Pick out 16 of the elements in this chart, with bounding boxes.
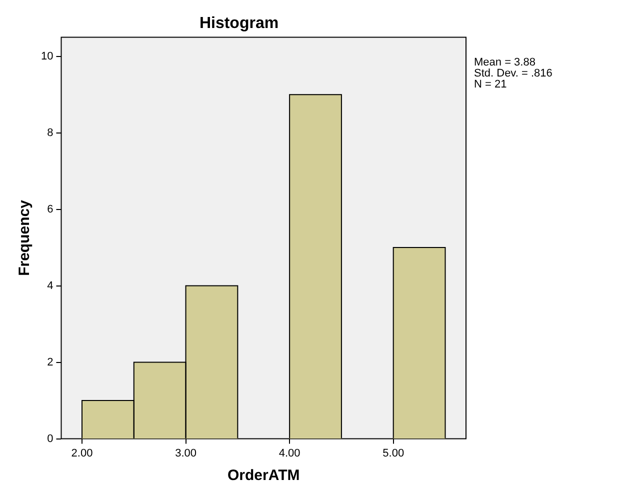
x-tick-label: 4.00	[278, 447, 300, 460]
y-tick-label: 4	[47, 280, 54, 292]
chart-title: Histogram	[199, 15, 279, 32]
y-tick-label: 0	[47, 432, 54, 445]
y-tick-label: 6	[47, 203, 54, 216]
x-tick-label: 3.00	[175, 447, 196, 460]
x-tick-label: 5.00	[382, 447, 404, 460]
y-tick-label: 8	[47, 126, 54, 139]
text: Mean = 3.88	[474, 56, 536, 69]
x-tick-label: 2.00	[71, 447, 93, 460]
text: N = 21	[474, 78, 507, 91]
y-tick-label: 10	[40, 50, 54, 62]
x-axis-title: OrderATM	[228, 467, 300, 484]
y-axis-title: Frequency	[16, 199, 34, 276]
y-tick-label: 2	[47, 356, 54, 368]
text: Std. Dev. = .816	[474, 68, 552, 80]
